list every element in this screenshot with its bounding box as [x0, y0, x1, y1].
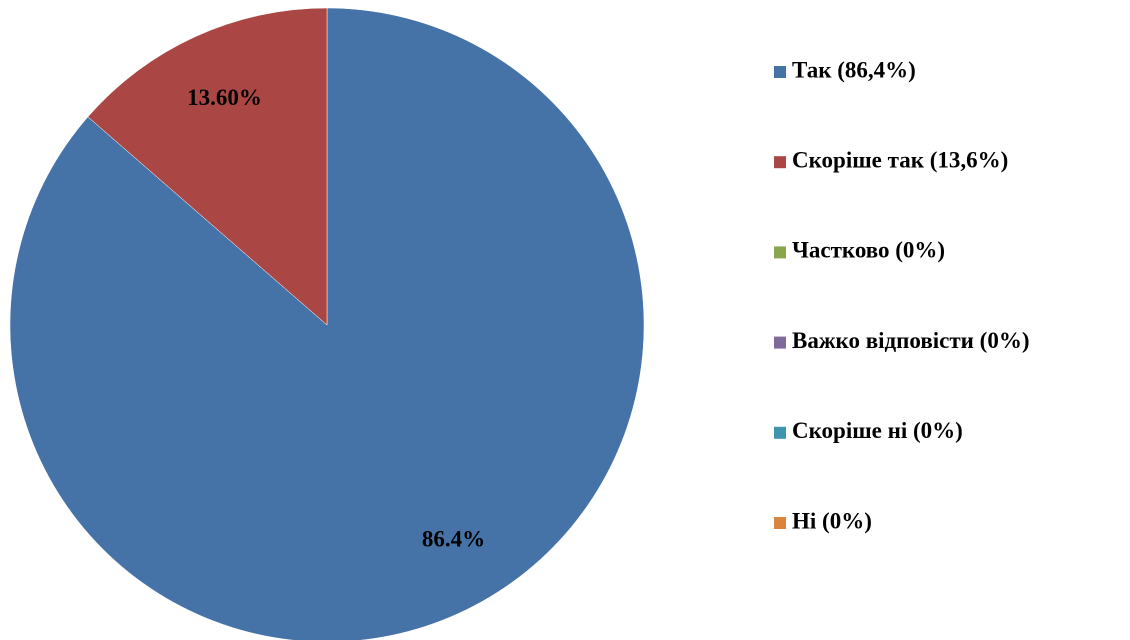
legend-swatch	[774, 517, 786, 529]
legend-label: Скоріше ні (0%)	[792, 418, 963, 443]
data-label: 13.60%	[187, 85, 262, 110]
legend-label: Частково (0%)	[792, 238, 945, 263]
legend-label: Скоріше так (13,6%)	[792, 147, 1008, 172]
pie-slice	[9, 7, 645, 640]
legend-label: Так (86,4%)	[792, 57, 916, 82]
legend-label: Важко відповісти (0%)	[792, 328, 1029, 353]
pie-slice	[87, 7, 328, 326]
data-label: 86.4%	[422, 527, 485, 552]
legend-swatch	[774, 66, 786, 78]
legend-swatch	[774, 246, 786, 259]
legend-swatch	[774, 336, 786, 349]
legend-swatch	[774, 426, 786, 439]
legend-label: Ні (0%)	[792, 508, 872, 533]
legend-swatch	[774, 156, 786, 169]
